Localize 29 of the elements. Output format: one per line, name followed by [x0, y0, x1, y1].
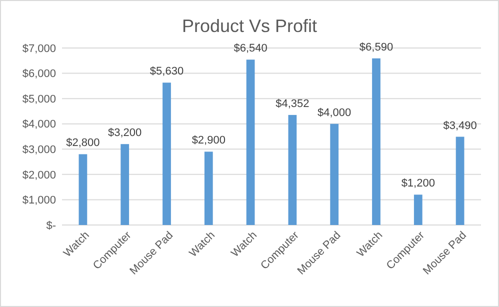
y-tick-label: $3,000 [22, 144, 56, 156]
chart-title: Product Vs Profit [182, 16, 318, 36]
y-tick-label: $6,000 [22, 68, 56, 80]
y-tick-label: $5,000 [22, 93, 56, 106]
data-label: $3,200 [108, 127, 142, 140]
bar [120, 144, 130, 225]
data-label: $6,540 [234, 42, 268, 55]
data-label: $2,900 [192, 134, 226, 147]
data-label: $4,000 [318, 106, 352, 119]
data-label: $6,590 [359, 41, 394, 54]
y-tick-label: $4,000 [22, 118, 56, 131]
data-label: $2,800 [66, 137, 100, 150]
bar [162, 82, 171, 225]
bar [414, 194, 422, 225]
bar [330, 124, 339, 225]
bar [78, 154, 88, 225]
y-tick-label: $- [46, 220, 56, 232]
y-tick-label: $2,000 [22, 169, 56, 182]
data-label: $4,352 [276, 98, 310, 110]
y-tick-label: $7,000 [22, 42, 56, 55]
y-tick-label: $1,000 [22, 194, 56, 207]
bar [246, 60, 255, 225]
bar [288, 114, 297, 225]
data-label: $5,630 [150, 66, 184, 78]
data-label: $1,200 [401, 178, 435, 190]
bar [372, 58, 380, 225]
bar [456, 136, 464, 225]
data-label: $3,490 [443, 120, 477, 132]
bar [204, 152, 213, 225]
